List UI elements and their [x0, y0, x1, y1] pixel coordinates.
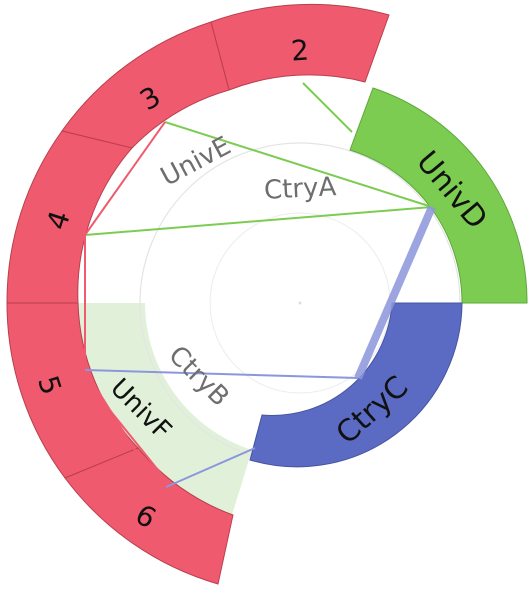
link-red: [84, 121, 166, 236]
ctryc-sector: [249, 302, 463, 468]
inner-label-ctrya: CtryA: [263, 172, 337, 206]
univf-region: [75, 303, 252, 515]
link-red: [84, 369, 161, 491]
links: [84, 82, 436, 491]
link-green: [164, 121, 433, 208]
link-green: [84, 206, 433, 236]
sector-label-2: 2: [290, 33, 310, 67]
link-blue-thick: [354, 205, 436, 380]
link-red: [91, 387, 167, 481]
inner-label-unive: UnivE: [156, 131, 236, 192]
link-blue: [165, 447, 256, 488]
univd-sector: [349, 87, 528, 304]
sector-6: [64, 447, 234, 585]
outer-ring: [6, 3, 390, 585]
link-green: [302, 82, 353, 133]
link-blue: [84, 369, 359, 379]
center-dot: [298, 301, 302, 305]
